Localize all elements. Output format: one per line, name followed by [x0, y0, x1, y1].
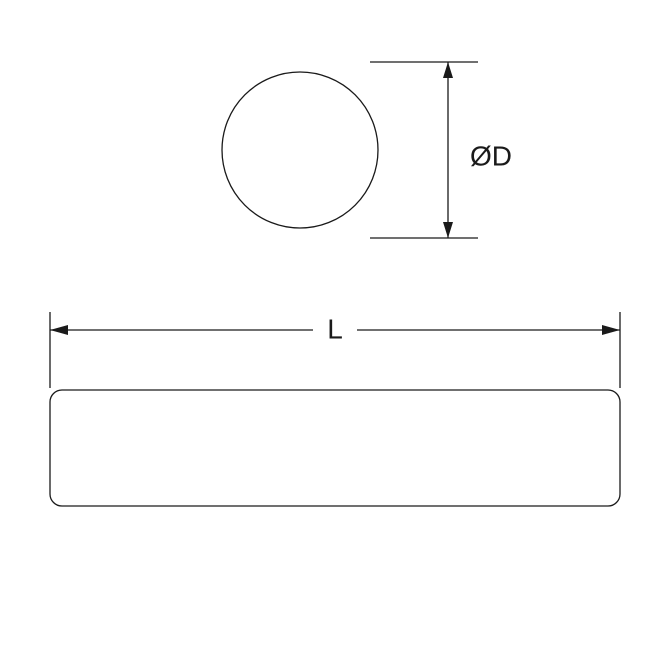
- length-label: L: [327, 313, 343, 344]
- technical-drawing: ØD L: [0, 0, 670, 670]
- diameter-label: ØD: [470, 140, 512, 171]
